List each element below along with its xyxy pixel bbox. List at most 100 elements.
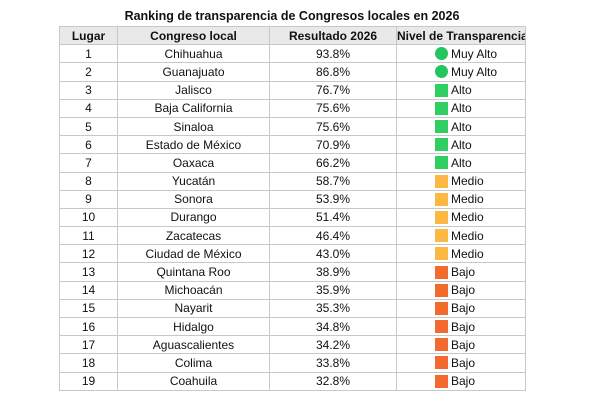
cell-resultado: 93.8% [269, 44, 397, 64]
orange-square-icon [435, 301, 448, 315]
cell-nivel: Medio [396, 244, 526, 264]
cell-nivel: Bajo [396, 353, 526, 373]
cell-congreso: Hidalgo [117, 316, 270, 337]
nivel-label: Bajo [451, 355, 476, 370]
cell-congreso: Sinaloa [117, 116, 270, 137]
cell-nivel: Medio [396, 207, 526, 228]
cell-resultado: 33.8% [269, 353, 397, 373]
cell-resultado: 43.0% [269, 244, 397, 264]
cell-nivel: Alto [396, 116, 526, 137]
cell-resultado: 35.3% [269, 298, 397, 319]
cell-lugar: 5 [59, 116, 118, 137]
cell-congreso: Baja California [117, 98, 270, 118]
cell-nivel: Medio [396, 226, 526, 246]
green-square-icon [435, 156, 448, 170]
table-row: 18 Colima 33.8% Bajo [59, 353, 526, 373]
green-square-icon [435, 138, 448, 152]
cell-nivel: Bajo [396, 371, 526, 391]
nivel-label: Medio [451, 192, 484, 207]
nivel-label: Bajo [451, 319, 476, 334]
table-row: 9 Sonora 53.9% Medio [59, 189, 526, 209]
cell-resultado: 75.6% [269, 116, 397, 137]
cell-congreso: Durango [117, 207, 270, 228]
cell-nivel: Bajo [396, 280, 526, 300]
cell-lugar: 16 [59, 316, 118, 337]
cell-lugar: 19 [59, 371, 118, 391]
orange-square-icon [435, 374, 448, 388]
green-circle-icon [435, 47, 448, 61]
cell-lugar: 8 [59, 171, 118, 191]
header-resultado: Resultado 2026 [269, 25, 397, 46]
cell-nivel: Alto [396, 80, 526, 100]
nivel-label: Alto [451, 155, 472, 170]
nivel-label: Muy Alto [451, 46, 498, 61]
cell-nivel: Bajo [396, 335, 526, 355]
yellow-square-icon [435, 210, 448, 224]
table-row: 2 Guanajuato 86.8% Muy Alto [59, 62, 526, 82]
cell-resultado: 51.4% [269, 207, 397, 228]
table-row: 6 Estado de México 70.9% Alto [59, 135, 526, 155]
table-row: 7 Oaxaca 66.2% Alto [59, 153, 526, 173]
orange-square-icon [435, 320, 448, 334]
cell-nivel: Muy Alto [396, 62, 526, 82]
cell-congreso: Ciudad de México [117, 244, 270, 264]
yellow-square-icon [435, 174, 448, 188]
cell-nivel: Bajo [396, 262, 526, 282]
table-row: 10 Durango 51.4% Medio [59, 207, 526, 228]
cell-nivel: Alto [396, 98, 526, 118]
cell-lugar: 13 [59, 262, 118, 282]
cell-nivel: Bajo [396, 316, 526, 337]
cell-nivel: Muy Alto [396, 44, 526, 64]
cell-congreso: Jalisco [117, 80, 270, 100]
table-row: 3 Jalisco 76.7% Alto [59, 80, 526, 100]
cell-lugar: 10 [59, 207, 118, 228]
cell-lugar: 7 [59, 153, 118, 173]
table-row: 5 Sinaloa 75.6% Alto [59, 116, 526, 137]
ranking-table: Lugar Congreso local Resultado 2026 Nive… [59, 25, 526, 391]
cell-lugar: 18 [59, 353, 118, 373]
green-square-icon [435, 101, 448, 115]
orange-square-icon [435, 338, 448, 352]
cell-nivel: Bajo [396, 298, 526, 319]
cell-congreso: Yucatán [117, 171, 270, 191]
cell-resultado: 53.9% [269, 189, 397, 209]
cell-nivel: Medio [396, 171, 526, 191]
table-title: Ranking de transparencia de Congresos lo… [124, 9, 460, 23]
orange-square-icon [435, 265, 448, 279]
cell-congreso: Guanajuato [117, 62, 270, 82]
cell-lugar: 3 [59, 80, 118, 100]
nivel-label: Bajo [451, 337, 476, 352]
cell-congreso: Michoacán [117, 280, 270, 300]
cell-resultado: 58.7% [269, 171, 397, 191]
header-nivel: Nivel de Transparencia [396, 25, 526, 46]
cell-congreso: Estado de México [117, 135, 270, 155]
cell-congreso: Aguascalientes [117, 335, 270, 355]
cell-lugar: 6 [59, 135, 118, 155]
cell-resultado: 66.2% [269, 153, 397, 173]
cell-lugar: 11 [59, 226, 118, 246]
nivel-label: Alto [451, 101, 472, 116]
cell-lugar: 2 [59, 62, 118, 82]
cell-nivel: Medio [396, 189, 526, 209]
table-row: 12 Ciudad de México 43.0% Medio [59, 244, 526, 264]
cell-congreso: Oaxaca [117, 153, 270, 173]
nivel-label: Medio [451, 174, 484, 189]
cell-resultado: 76.7% [269, 80, 397, 100]
nivel-label: Bajo [451, 374, 476, 389]
cell-congreso: Coahuila [117, 371, 270, 391]
nivel-label: Medio [451, 246, 484, 261]
cell-resultado: 46.4% [269, 226, 397, 246]
nivel-label: Bajo [451, 283, 476, 298]
yellow-square-icon [435, 247, 448, 261]
table-row: 1 Chihuahua 93.8% Muy Alto [59, 44, 526, 64]
cell-lugar: 4 [59, 98, 118, 118]
table-row: 15 Nayarit 35.3% Bajo [59, 298, 526, 319]
green-square-icon [435, 83, 448, 97]
cell-resultado: 38.9% [269, 262, 397, 282]
header-row: Lugar Congreso local Resultado 2026 Nive… [59, 25, 526, 46]
cell-lugar: 1 [59, 44, 118, 64]
cell-resultado: 75.6% [269, 98, 397, 118]
cell-congreso: Nayarit [117, 298, 270, 319]
table-row: 16 Hidalgo 34.8% Bajo [59, 316, 526, 337]
yellow-square-icon [435, 192, 448, 206]
